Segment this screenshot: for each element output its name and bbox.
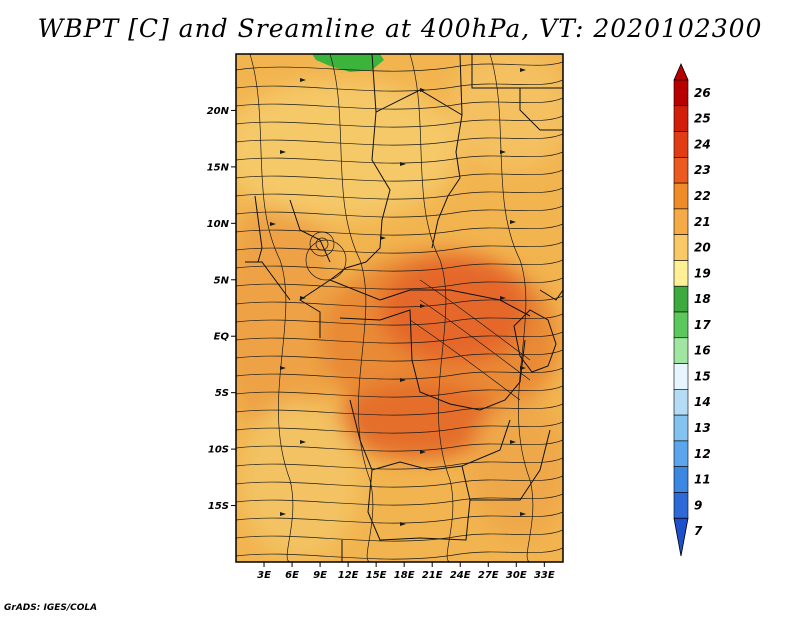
colorbar-label: 12: [694, 447, 711, 461]
colorbar-label: 7: [694, 524, 703, 538]
colorbar-swatch: [673, 79, 689, 107]
grads-credit: GrADS: IGES/COLA: [4, 603, 98, 613]
colorbar-label: 14: [694, 395, 711, 409]
lon-tick-label: 12E: [338, 570, 359, 581]
colorbar-swatch: [673, 208, 689, 235]
colorbar: 26 25 24 23 22 21 20 19 18 17 16 15 14 13 12 11 9 7: [673, 63, 711, 557]
lon-tick-label: 15E: [366, 570, 387, 581]
lon-tick-label: 30E: [506, 570, 527, 581]
colorbar-swatch: [673, 466, 689, 493]
colorbar-label: 23: [694, 163, 711, 177]
colorbar-swatch: [673, 285, 689, 313]
lon-tick-label: 18E: [394, 570, 415, 581]
colorbar-label: 24: [694, 137, 711, 151]
colorbar-label: 26: [694, 86, 711, 100]
colorbar-swatch: [673, 492, 689, 519]
map-frame: [236, 54, 563, 562]
wbpt-field-20-north: [236, 80, 460, 220]
wbpt-field-20-southwest: [240, 400, 360, 560]
colorbar-label: 13: [694, 421, 711, 435]
streamline-arrows: [270, 68, 526, 526]
colorbar-label: 17: [694, 318, 711, 332]
streamlines: [236, 54, 563, 562]
colorbar-label: 19: [694, 266, 711, 280]
lat-tick-label: 15N: [207, 162, 230, 173]
chart-title: WBPT [C] and Sreamline at 400hPa, VT: 20…: [37, 14, 763, 43]
lon-tick-label: 21E: [422, 570, 443, 581]
colorbar-swatch: [673, 389, 689, 416]
colorbar-label: 20: [694, 241, 711, 255]
colorbar-swatch: [673, 131, 689, 158]
colorbar-swatch: [673, 440, 689, 467]
longitude-axis: 3E 6E 9E 12E 15E 18E 21E 24E 27E 30E 33E: [257, 562, 555, 581]
lat-tick-label: 20N: [207, 106, 230, 117]
lon-tick-label: 24E: [450, 570, 471, 581]
lat-tick-label: 10S: [208, 445, 229, 456]
colorbar-swatch: [673, 105, 689, 132]
wbpt-field-21-southeast: [470, 400, 563, 540]
colorbar-swatch: [673, 337, 689, 364]
colorbar-swatch: [673, 363, 689, 390]
lon-tick-label: 27E: [478, 570, 499, 581]
latitude-axis: 20N 15N 10N 5N EQ 5S 10S 15S: [207, 106, 236, 512]
colorbar-swatch: [673, 260, 689, 287]
lon-tick-label: 33E: [534, 570, 555, 581]
lon-tick-label: 6E: [285, 570, 299, 581]
wbpt-field-23-south: [340, 380, 500, 460]
colorbar-label: 15: [694, 369, 711, 383]
colorbar-swatch: [673, 414, 689, 442]
colorbar-label: 11: [694, 473, 711, 487]
wbpt-field-23-core: [380, 255, 530, 365]
lat-tick-label: 15S: [208, 501, 229, 512]
lat-tick-label: 10N: [207, 219, 230, 230]
lat-tick-label: 5N: [214, 275, 230, 286]
colorbar-label: 21: [694, 215, 711, 229]
colorbar-label: 18: [694, 292, 711, 306]
lon-tick-label: 9E: [313, 570, 327, 581]
lat-tick-label: EQ: [214, 332, 230, 343]
lon-tick-label: 3E: [257, 570, 271, 581]
colorbar-swatch: [673, 234, 689, 261]
colorbar-bottom-arrow: [673, 517, 689, 557]
colorbar-swatch: [673, 311, 689, 339]
colorbar-swatch: [673, 157, 689, 184]
wbpt-field-20-northeast: [450, 54, 563, 170]
colorbar-swatch: [673, 182, 689, 210]
wbpt-field-18-green: [312, 54, 384, 72]
colorbar-top-arrow: [673, 63, 689, 81]
colorbar-label: 16: [694, 344, 711, 358]
map-border: [235, 53, 564, 563]
lat-tick-label: 5S: [215, 388, 229, 399]
colorbar-label: 22: [694, 189, 711, 203]
colorbar-label: 9: [694, 498, 702, 512]
colorbar-label: 25: [694, 112, 711, 126]
